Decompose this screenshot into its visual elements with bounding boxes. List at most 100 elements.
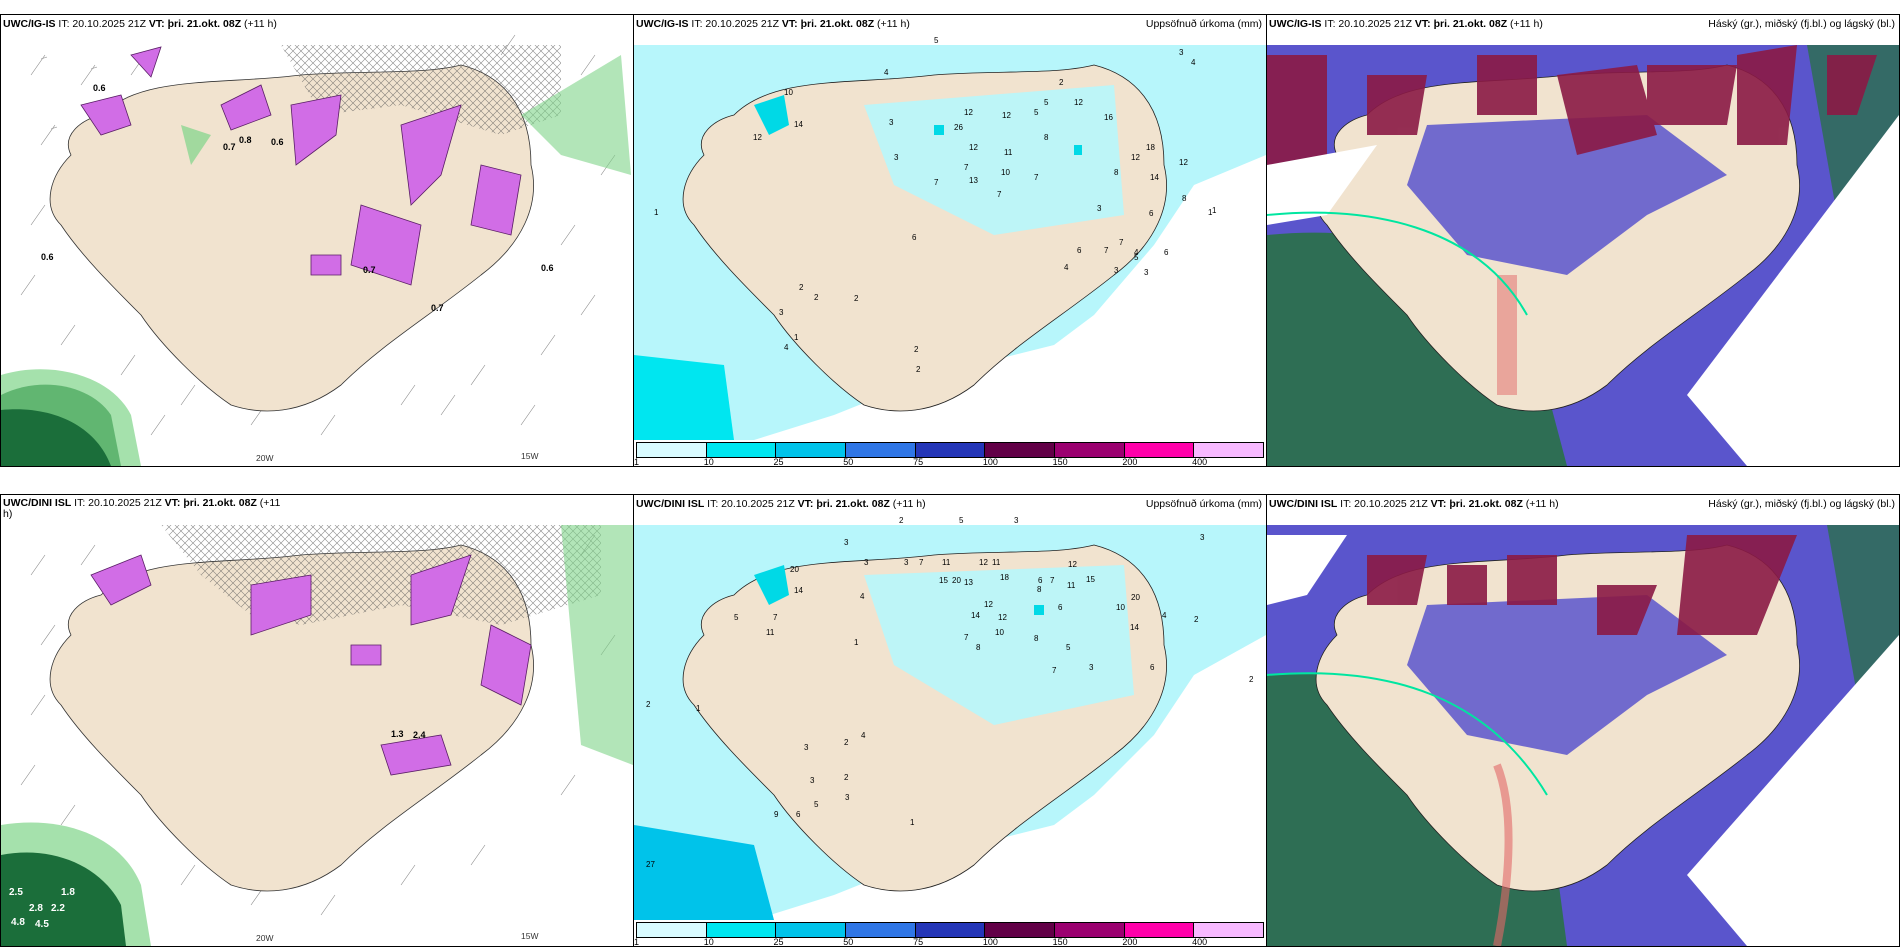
map-label: 1.3	[391, 729, 404, 739]
map-label: 0.6	[93, 83, 106, 93]
map-value-label: 4	[860, 592, 865, 601]
colorbar-cell	[1194, 443, 1264, 457]
map-value-label: 5	[1034, 108, 1039, 117]
map-value-label: 1	[696, 704, 701, 713]
panel-title-right: Háský (gr.), miðský (fj.bl.) og lágský (…	[1708, 18, 1895, 30]
map-value-label: 20	[790, 565, 799, 574]
lon-label: 15W	[521, 451, 538, 461]
map-value-label: 3	[845, 793, 850, 802]
colorbar-tick: 400	[1192, 937, 1208, 947]
map-label: 1.8	[61, 887, 75, 898]
map-value-label: 3	[1089, 663, 1094, 672]
map-value-label: 4	[1134, 248, 1139, 257]
map-value-label: 1	[910, 818, 915, 827]
colorbar-cell	[776, 443, 847, 457]
map-value-label: 6	[1164, 248, 1169, 257]
colorbar-tick: 200	[1122, 457, 1138, 467]
map-value-label: 2	[844, 738, 849, 747]
map-value-label: 2	[854, 294, 859, 303]
map-value-label: 7	[964, 163, 969, 172]
map-value-label: 20	[952, 576, 961, 585]
map-value-label: 14	[1150, 173, 1159, 182]
map-value-label: 3	[1014, 516, 1019, 525]
panel-bottom-left: UWC/DINI ISL IT: 20.10.2025 21Z VT: þri.…	[0, 494, 634, 947]
map-value-label: 11	[766, 628, 775, 637]
map-value-label: 12	[964, 108, 973, 117]
map-value-label: 10	[995, 628, 1004, 637]
map-value-label: 12	[1131, 153, 1140, 162]
map-value-label: 1	[654, 208, 659, 217]
lon-label: 20W	[256, 933, 273, 943]
map-value-label: 4	[884, 68, 889, 77]
map-value-label: 3	[1097, 204, 1102, 213]
colorbar-tick: 75	[913, 457, 924, 467]
lon-label: 20W	[256, 453, 273, 463]
colorbar-tick: 150	[1052, 937, 1068, 947]
colorbar-cell	[985, 923, 1056, 937]
colorbar-tick: 150	[1052, 457, 1068, 467]
map-value-label: 27	[646, 860, 655, 869]
map-value-label: 15	[1086, 575, 1095, 584]
map-value-label: 7	[773, 613, 778, 622]
map-tr	[1267, 15, 1899, 466]
colorbar-cell	[1124, 923, 1195, 937]
map-value-label: 13	[969, 176, 978, 185]
colorbar-tick: 10	[703, 457, 714, 467]
map-value-label: 7	[919, 558, 924, 567]
map-label: 2.5	[9, 887, 23, 898]
map-value-label: 11	[1067, 581, 1076, 590]
colorbar-cell	[706, 443, 777, 457]
map-value-label: 9	[774, 810, 779, 819]
map-value-label: 3	[810, 776, 815, 785]
map-value-label: 1	[794, 333, 799, 342]
colorbar-tick: 75	[913, 937, 924, 947]
map-value-label: 5	[934, 36, 939, 45]
map-value-label: 5	[959, 516, 964, 525]
map-value-label: 7	[964, 633, 969, 642]
map-value-label: 7	[1050, 576, 1055, 585]
map-value-label: 8	[1044, 133, 1049, 142]
map-value-label: 3	[904, 558, 909, 567]
colorbar-cell	[706, 923, 777, 937]
map-value-label: 8	[1034, 634, 1039, 643]
map-value-label: 1	[854, 638, 859, 647]
map-value-label: 7	[1034, 173, 1039, 182]
colorbar-cell	[637, 923, 707, 937]
map-value-label: 2	[1194, 615, 1199, 624]
map-value-label: 4	[1191, 58, 1196, 67]
map-value-label: 5	[734, 613, 739, 622]
map-label: 0.8	[239, 135, 252, 145]
colorbar-tick: 25	[773, 937, 784, 947]
panel-header: UWC/DINI ISL IT: 20.10.2025 21Z VT: þri.…	[1269, 498, 1559, 510]
colorbar-tick: 50	[843, 457, 854, 467]
map-value-label: 11	[992, 558, 1001, 567]
map-value-label: 14	[794, 120, 803, 129]
panel-title-right: Uppsöfnuð úrkoma (mm)	[1145, 18, 1262, 30]
map-value-label: 11	[1004, 148, 1013, 157]
panel-header: UWC/IG-IS IT: 20.10.2025 21Z VT: þri. 21…	[636, 18, 910, 30]
panel-header: UWC/DINI ISL IT: 20.10.2025 21Z VT: þri.…	[636, 498, 926, 510]
colorbar-cell	[985, 443, 1056, 457]
map-label: 0.6	[41, 252, 54, 262]
map-bm: 2 5 3 3 20 14 3 3 3 7 11 12 11 15 20 13 …	[634, 495, 1266, 946]
map-value-label: 2	[916, 365, 921, 374]
panel-header: UWC/DINI ISL IT: 20.10.2025 21Z VT: þri.…	[3, 497, 281, 520]
map-value-label: 4	[1162, 611, 1167, 620]
map-value-label: 18	[1146, 143, 1155, 152]
map-value-label: 8	[1182, 194, 1187, 203]
map-value-label: 3	[894, 153, 899, 162]
panel-header: UWC/IG-IS IT: 20.10.2025 21Z VT: þri. 21…	[1269, 18, 1543, 30]
map-value-label: 6	[1077, 246, 1082, 255]
map-value-label: 12	[753, 133, 762, 142]
map-value-label: 2	[844, 773, 849, 782]
map-value-label: 2	[914, 345, 919, 354]
colorbar-tick: 10	[703, 937, 714, 947]
map-br	[1267, 495, 1899, 946]
lon-label: 15W	[521, 931, 538, 941]
panel-bottom-right: UWC/DINI ISL IT: 20.10.2025 21Z VT: þri.…	[1266, 494, 1900, 947]
map-value-label: 2	[1249, 675, 1254, 684]
colorbar: 1 10 25 50 75 100 150 200 400	[634, 920, 1266, 946]
map-value-label: 26	[954, 123, 963, 132]
map-value-label: 3	[844, 538, 849, 547]
colorbar-tick: 1	[634, 937, 640, 947]
